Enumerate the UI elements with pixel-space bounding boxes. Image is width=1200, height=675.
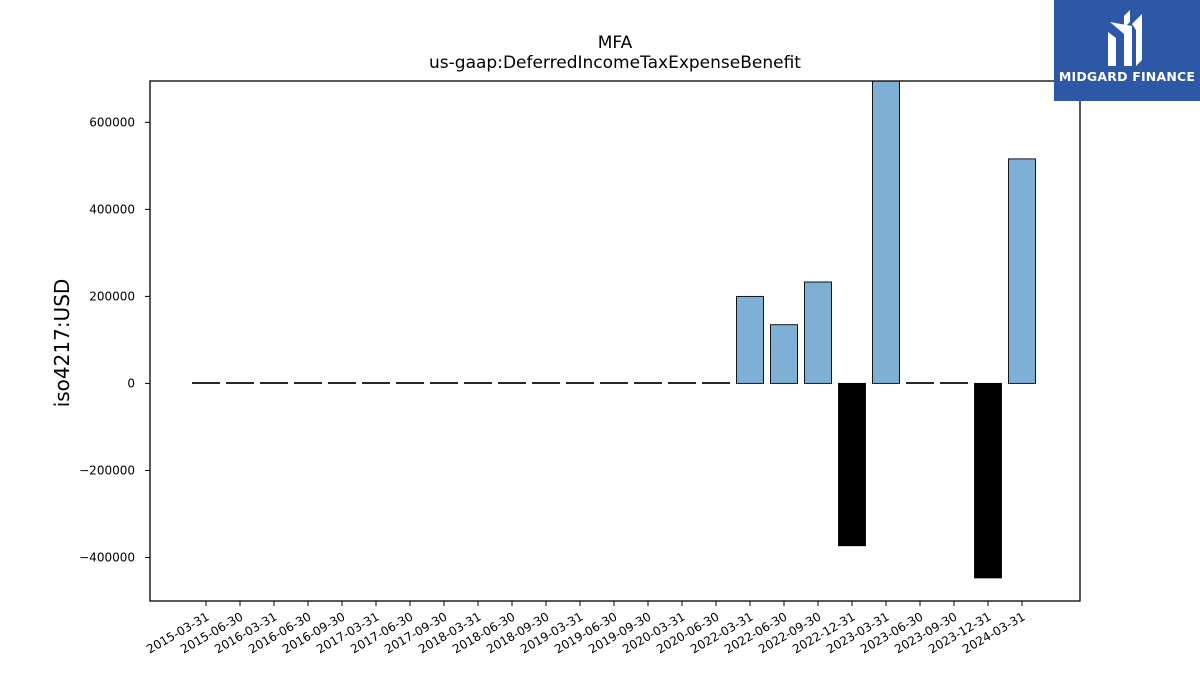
bar-2015-06-30 xyxy=(226,382,254,384)
bar-2017-09-30 xyxy=(430,382,458,384)
bar-2018-09-30 xyxy=(532,382,560,384)
bar-2018-03-31 xyxy=(464,382,492,384)
bar-2015-03-31 xyxy=(192,382,220,384)
bar-2017-03-31 xyxy=(362,382,390,384)
bar-2017-06-30 xyxy=(396,382,424,384)
y-axis-ticks: −400000 −200000 0 200000 400000 600000 xyxy=(79,115,150,564)
brand-name: MIDGARD FINANCE xyxy=(1058,69,1196,84)
bar-2023-06-30 xyxy=(906,382,934,384)
y-axis-label: iso4217:USD xyxy=(50,278,74,408)
bar-2019-03-31 xyxy=(566,382,594,384)
chart-title: MFA xyxy=(597,33,633,53)
bar-2020-06-30 xyxy=(702,382,730,384)
bar-2016-06-30 xyxy=(294,382,322,384)
bar-2023-12-31 xyxy=(974,382,1002,579)
bar-2023-03-31 xyxy=(872,80,900,384)
brand-logo: MIDGARD FINANCE xyxy=(1054,0,1200,101)
y-tick-label: 400000 xyxy=(89,202,135,216)
bar-2019-09-30 xyxy=(634,382,662,384)
y-tick-label: −200000 xyxy=(79,463,135,477)
plot-frame xyxy=(149,80,1081,602)
bar-2022-03-31 xyxy=(736,295,764,384)
bar-2022-06-30 xyxy=(770,324,798,384)
bars-layer xyxy=(192,80,1036,579)
y-tick-label: 600000 xyxy=(89,115,135,129)
bar-2022-09-30 xyxy=(804,281,832,384)
chart-subtitle: us-gaap:DeferredIncomeTaxExpenseBenefit xyxy=(429,53,801,73)
bar-2018-06-30 xyxy=(498,382,526,384)
bar-2023-09-30 xyxy=(940,382,968,384)
y-tick-label: −400000 xyxy=(79,550,135,564)
bar-2020-03-31 xyxy=(668,382,696,384)
y-tick-label: 0 xyxy=(127,376,135,390)
y-tick-label: 200000 xyxy=(89,289,135,303)
bar-2019-06-30 xyxy=(600,382,628,384)
bar-2022-12-31 xyxy=(838,382,866,547)
bar-2016-09-30 xyxy=(328,382,356,384)
bar-2024-03-31 xyxy=(1008,158,1036,384)
logo-mark-icon xyxy=(1108,10,1142,66)
bar-2016-03-31 xyxy=(260,382,288,384)
x-axis-ticks: 2015-03-312015-06-302016-03-312016-06-30… xyxy=(144,601,1028,656)
